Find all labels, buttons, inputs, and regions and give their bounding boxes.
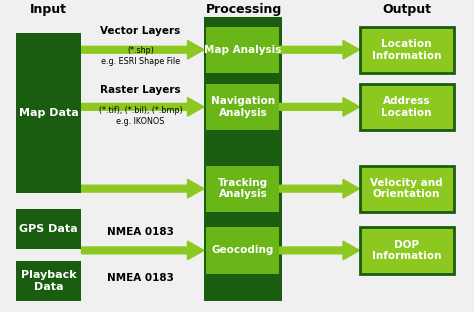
Text: Processing: Processing <box>206 3 282 16</box>
Text: GPS Data: GPS Data <box>19 224 78 234</box>
FancyBboxPatch shape <box>206 165 279 212</box>
FancyBboxPatch shape <box>359 165 454 212</box>
FancyArrow shape <box>82 98 204 116</box>
FancyBboxPatch shape <box>16 33 82 193</box>
Text: DOP
Information: DOP Information <box>372 240 441 261</box>
FancyArrow shape <box>82 179 204 198</box>
FancyBboxPatch shape <box>16 209 82 249</box>
FancyArrow shape <box>82 41 204 59</box>
Text: (*.shp)
e.g. ESRI Shape File: (*.shp) e.g. ESRI Shape File <box>101 46 180 66</box>
Text: Navigation
Analysis: Navigation Analysis <box>211 96 275 118</box>
FancyBboxPatch shape <box>16 261 82 301</box>
FancyBboxPatch shape <box>204 17 282 301</box>
FancyBboxPatch shape <box>206 227 279 274</box>
Text: Vector Layers: Vector Layers <box>100 26 181 36</box>
Text: Input: Input <box>30 3 67 16</box>
Text: Playback
Data: Playback Data <box>21 271 76 292</box>
FancyArrow shape <box>82 241 204 260</box>
FancyBboxPatch shape <box>359 84 454 130</box>
Text: (*.tif), (*.bil), (*.bmp)
e.g. IKONOS: (*.tif), (*.bil), (*.bmp) e.g. IKONOS <box>99 106 182 126</box>
Text: NMEA 0183: NMEA 0183 <box>107 227 174 237</box>
Text: Velocity and
Orientation: Velocity and Orientation <box>370 178 443 199</box>
Text: Geocoding: Geocoding <box>212 246 274 256</box>
FancyBboxPatch shape <box>359 227 454 274</box>
Text: Map Analysis: Map Analysis <box>204 45 282 55</box>
Text: Address
Location: Address Location <box>382 96 432 118</box>
FancyBboxPatch shape <box>206 84 279 130</box>
Text: NMEA 0183: NMEA 0183 <box>107 273 174 283</box>
FancyArrow shape <box>279 98 359 116</box>
Text: Location
Information: Location Information <box>372 39 441 61</box>
Text: Output: Output <box>382 3 431 16</box>
FancyArrow shape <box>279 41 359 59</box>
FancyArrow shape <box>279 179 359 198</box>
Text: Map Data: Map Data <box>18 108 78 118</box>
FancyBboxPatch shape <box>359 27 454 73</box>
FancyArrow shape <box>279 241 359 260</box>
Text: Tracking
Analysis: Tracking Analysis <box>218 178 268 199</box>
FancyBboxPatch shape <box>206 27 279 73</box>
Text: Raster Layers: Raster Layers <box>100 85 181 95</box>
